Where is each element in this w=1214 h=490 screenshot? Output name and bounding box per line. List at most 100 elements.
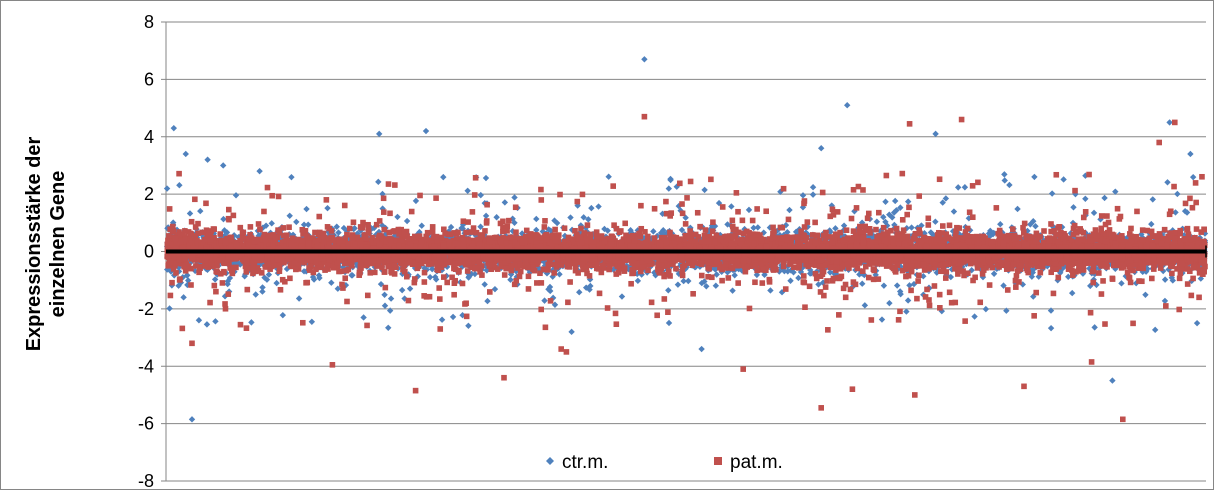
- data-point-ctr: [685, 277, 692, 285]
- data-points: [163, 56, 1209, 423]
- data-point-ctr: [950, 208, 958, 215]
- data-point-ctr: [295, 295, 303, 302]
- data-point-ctr: [406, 285, 414, 292]
- data-point-ctr: [1014, 205, 1021, 213]
- data-point-ctr: [1161, 276, 1169, 283]
- data-point-ctr: [1174, 190, 1181, 198]
- data-point-ctr: [859, 280, 866, 287]
- data-point-ctr: [333, 223, 340, 230]
- data-point-ctr: [1024, 227, 1031, 235]
- data-point-ctr: [265, 271, 273, 278]
- data-point-ctr: [1197, 275, 1205, 282]
- data-point-ctr: [481, 281, 488, 288]
- data-point-ctr: [856, 271, 863, 278]
- data-point-ctr: [482, 174, 490, 182]
- data-point-ctr: [674, 281, 682, 288]
- data-point-ctr: [465, 322, 472, 329]
- data-point-ctr: [832, 270, 840, 278]
- data-point-ctr: [861, 302, 869, 309]
- data-point-ctr: [1172, 209, 1179, 216]
- data-point-ctr: [954, 184, 962, 191]
- data-point-ctr: [381, 302, 389, 309]
- data-point-ctr: [903, 308, 910, 315]
- data-point-ctr: [1090, 209, 1098, 217]
- data-point-ctr: [797, 268, 805, 276]
- grid-lines: [166, 21, 1206, 482]
- data-point-ctr: [698, 279, 706, 287]
- data-point-ctr: [882, 218, 889, 226]
- data-point-ctr: [303, 205, 310, 213]
- data-point-ctr: [731, 272, 738, 279]
- data-point-ctr: [1181, 207, 1189, 215]
- y-tick-label: 8: [144, 12, 154, 32]
- data-point-ctr: [861, 271, 868, 279]
- data-point-ctr: [832, 225, 839, 232]
- data-point-ctr: [180, 294, 187, 301]
- data-point-ctr: [1060, 176, 1067, 183]
- data-point-ctr: [961, 184, 969, 191]
- data-point-ctr: [585, 216, 592, 223]
- data-point-ctr: [300, 221, 308, 228]
- data-point-ctr: [1097, 216, 1104, 223]
- data-point-ctr: [738, 267, 746, 274]
- data-point-ctr: [701, 278, 708, 285]
- data-point-ctr: [1065, 273, 1072, 280]
- data-point-ctr: [819, 279, 827, 286]
- data-point-ctr: [259, 284, 266, 291]
- data-point-ctr: [675, 270, 683, 278]
- data-point-ctr: [880, 213, 887, 221]
- data-point-ctr: [546, 283, 554, 291]
- data-point-ctr: [990, 270, 998, 277]
- data-point-ctr: [809, 191, 817, 198]
- data-point-ctr: [511, 219, 518, 226]
- data-point-ctr: [840, 222, 848, 229]
- data-point-ctr: [507, 276, 514, 283]
- y-tick-label: -2: [138, 299, 154, 319]
- data-point-ctr: [787, 277, 794, 284]
- data-point-ctr: [1068, 289, 1076, 297]
- data-point-ctr: [553, 219, 561, 227]
- data-point-ctr: [324, 204, 331, 212]
- data-point-ctr: [1169, 277, 1176, 284]
- data-point-ctr: [1148, 220, 1155, 228]
- data-point-ctr: [1144, 265, 1151, 272]
- data-point-ctr: [1082, 195, 1089, 203]
- data-point-ctr: [403, 217, 411, 225]
- data-point-ctr: [541, 297, 548, 304]
- data-point-ctr: [826, 269, 834, 276]
- data-point-ctr: [1161, 297, 1169, 305]
- data-point-ctr: [651, 269, 658, 276]
- data-point-ctr: [908, 224, 915, 231]
- data-point-ctr: [601, 225, 608, 233]
- data-point-ctr: [715, 199, 723, 207]
- data-point-ctr: [840, 226, 847, 234]
- y-tick-label: -8: [138, 471, 154, 490]
- data-point-ctr: [484, 297, 491, 305]
- y-tick-label: 0: [144, 242, 154, 262]
- data-point-ctr: [273, 279, 280, 287]
- data-point-ctr: [786, 206, 793, 214]
- data-point-ctr: [316, 274, 323, 282]
- data-point-ctr: [665, 185, 673, 192]
- data-point-ctr: [987, 227, 994, 235]
- data-point-ctr: [385, 324, 392, 332]
- data-point-ctr: [533, 226, 540, 234]
- data-point-ctr: [918, 222, 925, 229]
- data-point-ctr: [873, 218, 881, 225]
- data-point-ctr: [432, 273, 439, 281]
- y-tick-label: 2: [144, 184, 154, 204]
- data-point-ctr: [394, 213, 401, 221]
- data-point-ctr: [910, 280, 918, 288]
- data-point-ctr: [1029, 269, 1037, 276]
- data-point-ctr: [1151, 326, 1159, 334]
- data-point-ctr: [889, 214, 896, 221]
- data-point-ctr: [979, 273, 987, 281]
- data-point-ctr: [545, 226, 552, 233]
- data-point-ctr: [883, 222, 891, 229]
- data-point-ctr: [232, 192, 240, 199]
- data-point-ctr: [1048, 190, 1056, 197]
- data-point-ctr: [878, 316, 886, 323]
- data-point-ctr: [308, 318, 316, 325]
- y-tick-label: 6: [144, 69, 154, 89]
- data-point-ctr: [551, 217, 558, 224]
